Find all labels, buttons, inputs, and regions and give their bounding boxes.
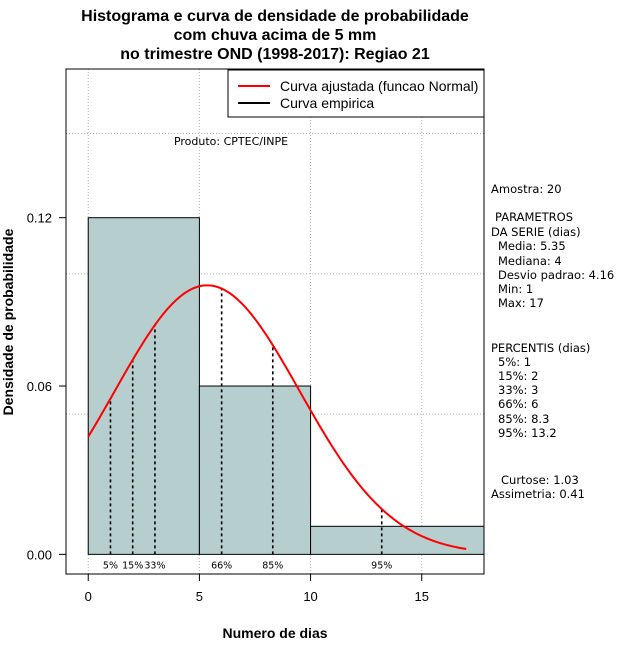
percentil-33: 33%: 3 [498,383,538,397]
param-mediana: Mediana: 4 [498,254,562,268]
param-min: Min: 1 [498,282,533,296]
percentile-label-5: 95% [371,560,392,571]
percentile-label-4: 85% [262,560,283,571]
percentil-95: 95%: 13.2 [498,426,557,440]
y-tick-label-0: 0.00 [27,547,52,562]
x-tick-label-3: 15 [415,589,429,604]
legend-box [227,69,485,118]
param-max: Max: 17 [498,296,544,310]
percentis-title: PERCENTIS (dias) [491,341,590,355]
curtose: Curtose: 1.03 [501,473,579,487]
y-tick-label-2: 0.12 [27,211,52,226]
percentile-lines [109,288,383,555]
percentil-5: 5%: 1 [498,355,531,369]
legend-label-fitted: Curva ajustada (funcao Normal) [280,78,478,94]
percentile-label-0: 5% [103,560,118,571]
y-axis-title: Densidade de probabilidade [0,228,16,415]
param-desvio: Desvio padrao: 4.16 [498,268,614,282]
x-axis: 0 5 10 15 [85,573,429,604]
percentile-label-2: 33% [144,560,165,571]
x-axis-title: Numero de dias [222,625,327,641]
chart-title-line-2: com chuva acima de 5 mm [174,27,377,44]
y-tick-label-1: 0.06 [27,379,52,394]
percentil-85: 85%: 8.3 [498,412,549,426]
percentil-66: 66%: 6 [498,397,538,411]
normal-curve [87,284,467,551]
legend: Curva ajustada (funcao Normal) Curva emp… [227,69,485,118]
percentile-label-3: 66% [211,560,232,571]
product-annotation: Produto: CPTEC/INPE [174,135,288,148]
percentil-15: 15%: 2 [498,369,538,383]
chart-title-line-3: no trimestre OND (1998-2017): Regiao 21 [120,46,430,63]
assimetria: Assimetria: 0.41 [491,487,585,501]
x-tick-label-0: 0 [85,589,92,604]
percentile-labels: 5% 15% 33% 66% 85% 95% [103,560,392,571]
legend-label-empirical: Curva empirica [280,95,374,111]
histogram-bar-2 [310,525,485,555]
percentile-label-1: 15% [122,560,143,571]
chart-title-line-1: Histograma e curva de densidade de proba… [81,8,469,25]
histogram-bar-0 [87,217,200,555]
sample-size: Amostra: 20 [491,182,562,196]
x-tick-label-2: 10 [303,589,317,604]
histogram-bars [87,217,485,555]
param-media: Media: 5.35 [498,239,566,253]
y-axis: 0.00 0.06 0.12 [27,211,66,562]
x-tick-label-1: 5 [196,589,203,604]
stats-panel: Amostra: 20 PARAMETROS DA SERIE (dias) M… [491,182,614,501]
params-title-2: DA SERIE (dias) [491,225,581,239]
params-title-1: PARAMETROS [495,210,573,224]
histogram-bar-1 [198,385,312,555]
